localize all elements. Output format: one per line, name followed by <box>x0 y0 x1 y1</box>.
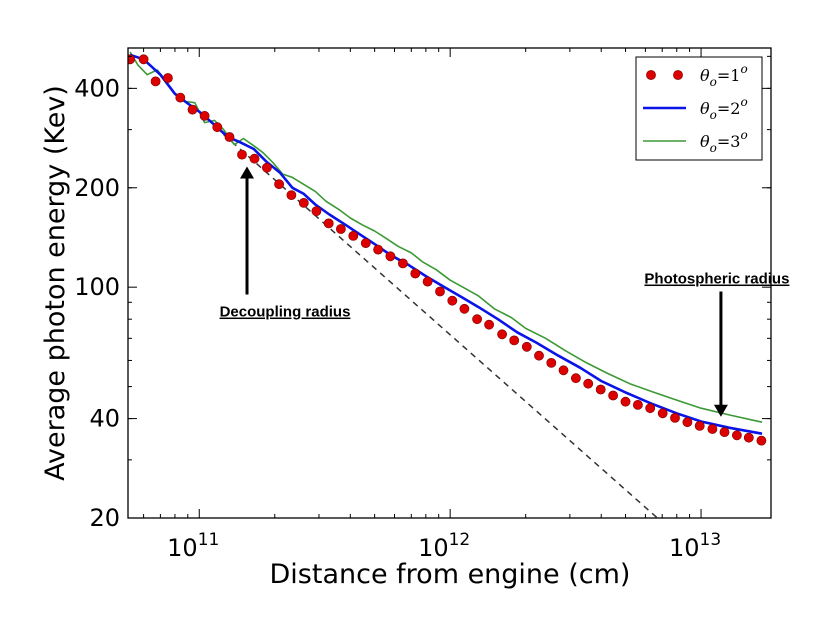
series-theta-1-point <box>298 197 309 208</box>
x-tick-base: 10 <box>167 534 198 562</box>
x-tick-base: 10 <box>418 534 449 562</box>
series-theta-1-point <box>595 384 606 395</box>
series-theta-1-point <box>645 403 656 414</box>
series-theta-1-point <box>397 258 408 269</box>
series-theta-1-point <box>546 357 557 368</box>
series-theta-1-point <box>150 76 161 87</box>
x-tick-label: 1012 <box>418 530 470 562</box>
reference-dashed-line <box>223 133 658 518</box>
series-theta-1-point <box>249 153 260 164</box>
x-tick-base: 10 <box>669 534 700 562</box>
series-theta-1-point <box>348 230 359 241</box>
legend-entry-theta-1-part-1: o <box>710 75 717 89</box>
series-theta-1-point <box>199 111 210 121</box>
y-tick-label: 40 <box>89 405 120 433</box>
series-theta-1-point <box>422 276 433 287</box>
legend-entry-theta-3-part-0: θ <box>700 132 710 151</box>
series-theta-1-point <box>743 432 754 443</box>
series-theta-1-point <box>311 206 322 216</box>
series-theta-1-point <box>558 365 569 376</box>
series-theta-1-point <box>360 238 371 248</box>
legend-entry-theta-3-part-1: o <box>710 141 717 155</box>
series-theta-1-point <box>670 412 680 423</box>
series-theta-1-point <box>459 303 470 314</box>
series-theta-1-point <box>128 54 135 65</box>
series-theta-1-point <box>497 329 507 340</box>
series-theta-1-point <box>447 295 458 306</box>
legend-entry-theta-1-part-3: o <box>740 62 747 76</box>
series-theta-1-point <box>521 341 532 352</box>
legend-entry-theta-1-label: θo=1o <box>700 62 748 89</box>
series-theta-1-point <box>682 417 693 428</box>
series-theta-1-point <box>410 268 421 279</box>
x-tick-exponent: 12 <box>449 530 471 550</box>
series-theta-1-point <box>534 350 544 361</box>
series-theta-1-point <box>175 92 186 103</box>
photospheric-radius-label: Photospheric radius <box>644 271 789 288</box>
photospheric-radius-arrow-head <box>713 404 728 417</box>
legend-entry-theta-1-part-0: θ <box>700 66 710 85</box>
series-theta-1-point <box>707 424 718 434</box>
series-theta-1-point <box>435 286 445 297</box>
legend-entry-theta-2-part-1: o <box>710 108 717 122</box>
legend-entry-theta-2-part-0: θ <box>700 99 710 118</box>
y-tick-label: 100 <box>74 273 120 301</box>
legend-entry-theta-3-part-3: o <box>740 128 747 142</box>
series-theta-1-point <box>484 319 494 330</box>
series-theta-1-point <box>237 149 247 160</box>
series-theta-1-point <box>472 314 482 325</box>
x-tick-exponent: 13 <box>700 530 722 550</box>
series-theta-1-point <box>385 251 396 262</box>
series-theta-1-point <box>633 399 643 410</box>
y-tick-label: 20 <box>89 504 120 532</box>
series-theta-1-point <box>583 378 594 389</box>
x-tick-label: 1013 <box>669 530 721 562</box>
series-theta-1-point <box>657 408 668 419</box>
series-theta-1-point <box>732 430 742 441</box>
series-theta-1-point <box>509 335 520 346</box>
legend-entry-theta-1-part-2: =1 <box>717 66 741 85</box>
x-axis-label: Distance from engine (cm) <box>270 559 631 590</box>
series-theta-1-point <box>274 179 284 190</box>
series-theta-1-point <box>335 224 346 234</box>
y-tick-label: 200 <box>74 174 120 202</box>
decoupling-radius-arrow-head <box>240 166 255 179</box>
series-theta-1-point <box>261 162 272 173</box>
series-theta-1-point <box>323 218 334 229</box>
series-theta-1-point <box>719 427 730 437</box>
series-theta-1-point <box>608 390 618 401</box>
y-tick-label: 400 <box>74 74 120 102</box>
series-theta-1-point <box>694 420 705 431</box>
legend-entry-theta-2-label: θo=2o <box>700 95 748 122</box>
legend-entry-theta-3-label: θo=3o <box>700 128 748 155</box>
legend-entry-theta-2-part-2: =2 <box>717 99 741 118</box>
legend-entry-theta-1-marker <box>673 70 683 80</box>
series-theta-1-point <box>620 396 631 407</box>
series-theta-1-point <box>187 104 198 115</box>
legend-entry-theta-2-part-3: o <box>740 95 747 109</box>
series-theta-1-point <box>756 435 767 446</box>
x-tick-label: 1011 <box>167 530 219 562</box>
series-theta-1-point <box>571 373 581 384</box>
axes-frame <box>127 47 772 519</box>
decoupling-radius-label: Decoupling radius <box>220 304 351 321</box>
series-theta-1-point <box>162 73 173 83</box>
series-theta-1-point <box>373 244 383 255</box>
series-theta-1-point <box>138 54 149 65</box>
x-tick-exponent: 11 <box>198 530 220 550</box>
series-theta-1-point <box>286 190 297 200</box>
legend-entry-theta-3-part-2: =3 <box>717 132 741 151</box>
series-theta-1-point <box>224 132 235 142</box>
legend-entry-theta-1-marker <box>646 70 656 80</box>
y-axis-label: Average photon energy (Kev) <box>40 85 71 481</box>
series-theta-1-point <box>212 122 223 133</box>
